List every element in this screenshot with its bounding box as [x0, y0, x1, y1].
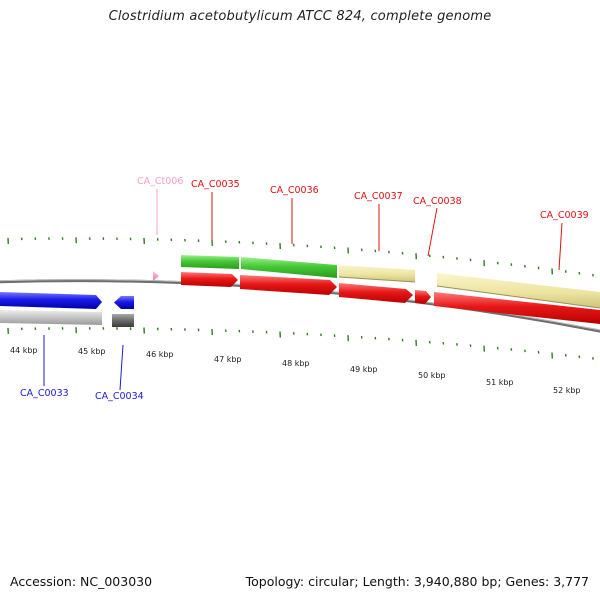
scale-label-44: 44 kbp — [10, 346, 38, 355]
reverse-cds-track — [0, 292, 134, 309]
reverse-other-track — [0, 310, 134, 327]
genome-summary-text: Topology: circular; Length: 3,940,880 bp… — [245, 574, 589, 589]
label-leader-lines — [43, 189, 563, 391]
gene-block-ca-c0033-alt[interactable] — [0, 310, 102, 325]
gene-block-ca-c0036[interactable] — [241, 257, 337, 278]
gene-block-ca-c0034-alt[interactable] — [112, 314, 134, 327]
gene-arrow-ca-c0033[interactable] — [0, 292, 102, 309]
gene-label-ca-c0033[interactable]: CA_C0033 — [20, 388, 69, 399]
scale-label-49: 49 kbp — [350, 365, 378, 374]
gene-label-ca-c0038[interactable]: CA_C0038 — [413, 196, 462, 207]
scale-label-47: 47 kbp — [214, 355, 242, 364]
scale-label-52: 52 kbp — [553, 386, 581, 395]
gene-block-ca-c0039[interactable] — [437, 273, 600, 308]
gene-label-ca-c0034[interactable]: CA_C0034 — [95, 391, 144, 402]
gene-arrow-ca-c0038[interactable] — [415, 290, 431, 304]
gene-label-ca-c0036[interactable]: CA_C0036 — [270, 185, 319, 196]
trna-marker-ca-ct006[interactable] — [153, 271, 159, 281]
map-title: Clostridium acetobutylicum ATCC 824, com… — [108, 9, 492, 24]
gene-arrow-ca-c0036[interactable] — [240, 275, 337, 295]
gene-arrow-ca-c0034[interactable] — [114, 296, 134, 309]
accession-text: Accession: NC_003030 — [10, 574, 153, 589]
gene-arrow-ca-c0037[interactable] — [339, 283, 413, 303]
scale-label-48: 48 kbp — [282, 359, 310, 368]
inner-scale-ticks — [7, 327, 594, 360]
gene-arrow-ca-c0039[interactable] — [434, 292, 600, 324]
gene-labels: CA_Ct006 CA_C0035 CA_C0036 CA_C0037 CA_C… — [20, 176, 589, 402]
scale-labels: 44 kbp 45 kbp 46 kbp 47 kbp 48 kbp 49 kb… — [10, 346, 581, 395]
scale-label-50: 50 kbp — [418, 371, 446, 380]
gene-label-ca-c0037[interactable]: CA_C0037 — [354, 191, 403, 202]
gene-label-ca-c0039[interactable]: CA_C0039 — [540, 210, 589, 221]
scale-label-45: 45 kbp — [78, 347, 106, 356]
forward-other-track — [181, 255, 337, 278]
scale-label-51: 51 kbp — [486, 378, 514, 387]
forward-cds-track — [181, 272, 600, 324]
gene-arrow-ca-c0035[interactable] — [181, 272, 238, 287]
trna-label[interactable]: CA_Ct006 — [137, 176, 183, 187]
gene-block-ca-c0035[interactable] — [181, 255, 239, 269]
gene-label-ca-c0035[interactable]: CA_C0035 — [191, 179, 240, 190]
forward-pseudo-track — [338, 265, 600, 309]
outer-scale-ticks — [7, 237, 594, 277]
scale-label-46: 46 kbp — [146, 350, 174, 359]
